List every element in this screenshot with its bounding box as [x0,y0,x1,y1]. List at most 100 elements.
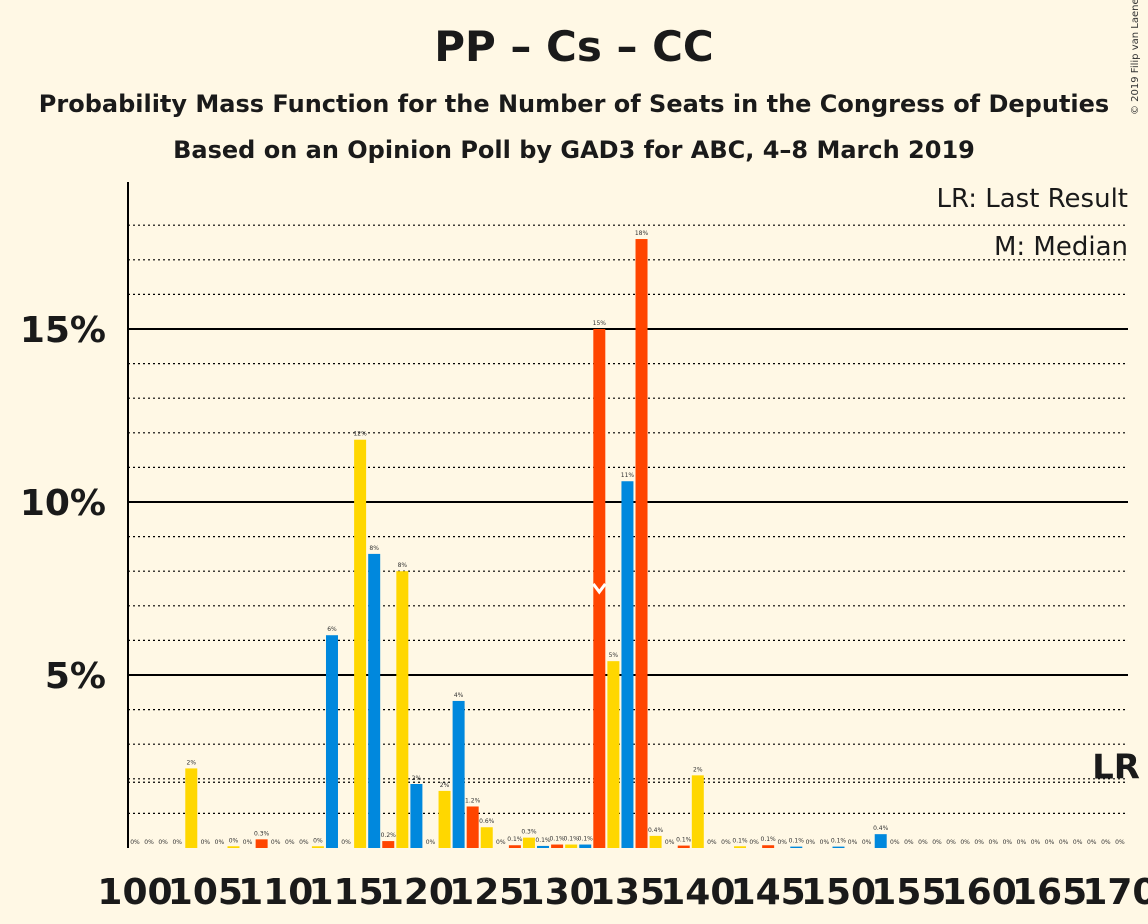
bar [874,834,887,848]
bar-value-label: 0% [201,839,211,846]
x-tick-label: 170 [1082,872,1148,913]
bar-value-label: 6% [327,626,337,633]
bar-value-label: 0% [130,839,140,846]
bar-value-label: 0.1% [831,838,847,845]
x-tick-label: 125 [449,872,524,913]
bar-value-label: 2% [412,775,422,782]
bar [762,845,775,848]
bar [410,783,423,848]
bar-value-label: 18% [635,230,649,237]
bar [522,837,535,848]
x-tick-label: 115 [308,872,383,913]
bar [311,846,324,848]
bar [508,845,521,848]
y-tick-label: 15% [20,310,106,351]
bar-value-label: 0% [271,839,281,846]
bar-value-label: 4% [454,692,464,699]
bar-value-label: 0% [426,839,436,846]
bar-value-label: 0% [707,839,717,846]
bar-value-label: 0.2% [381,832,397,839]
x-tick-label: 110 [238,872,313,913]
bar-value-label: 0.3% [254,830,270,837]
x-tick-label: 120 [379,872,454,913]
median-marker-icon [592,583,607,595]
bar-value-label: 0% [946,839,956,846]
bar [382,841,395,848]
bar-value-label: 0% [1087,839,1097,846]
bar-value-label: 2% [187,759,197,766]
bar-value-label: 0% [806,839,816,846]
bar-value-label: 0% [229,837,239,844]
bar [452,700,465,848]
bar-value-label: 2% [693,766,703,773]
bar-value-label: 0% [172,839,182,846]
bar-value-label: 0% [1101,839,1111,846]
bar [551,844,564,848]
bar [325,635,338,848]
bar-value-label: 0% [1017,839,1027,846]
bar-value-label: 0% [496,839,506,846]
x-tick-label: 150 [801,872,876,913]
bar [438,790,451,848]
x-tick-label: 135 [590,872,665,913]
last-result-label: LR [1092,747,1140,787]
bar-value-label: 8% [398,562,408,569]
bar-value-label: 0.6% [479,818,495,825]
bar-value-label: 0.4% [873,825,889,832]
x-tick-label: 165 [1012,872,1087,913]
bar [480,827,493,848]
bar [734,846,747,848]
bar [635,239,648,849]
bar [466,806,479,848]
y-tick-label: 5% [45,656,106,697]
bar-value-label: 0% [299,839,309,846]
bar-value-label: 0% [144,839,154,846]
bar-value-label: 0% [960,839,970,846]
bar-value-label: 0% [989,839,999,846]
bar-value-label: 0% [862,839,872,846]
bar-value-label: 0% [890,839,900,846]
bar-value-label: 0.1% [507,836,523,843]
bar [396,571,409,848]
bar-value-label: 0% [749,839,759,846]
bar-value-label: 0% [820,839,830,846]
bar [621,481,634,848]
x-tick-label: 130 [520,872,595,913]
bar-value-label: 0.3% [521,829,537,836]
bar-value-label: 0% [1045,839,1055,846]
x-tick-label: 105 [168,872,243,913]
bar-value-label: 0% [1059,839,1069,846]
chart-subtitle-poll: Based on an Opinion Poll by GAD3 for ABC… [173,136,975,164]
bar-value-label: 0.1% [732,837,748,844]
bar-value-label: 0.1% [549,836,565,843]
bar-value-label: 0.1% [789,838,805,845]
bar-value-label: 0% [285,839,295,846]
bar-value-label: 0% [1031,839,1041,846]
bar [255,839,268,848]
bar [579,844,592,848]
x-tick-label: 160 [942,872,1017,913]
legend-median: M: Median [993,232,1128,262]
bar-value-label: 0% [721,839,731,846]
bar [790,846,803,848]
bar-value-label: 0% [918,839,928,846]
bar [368,553,381,848]
bar-value-label: 2% [440,782,450,789]
x-tick-label: 145 [731,872,806,913]
bar-value-label: 0% [1003,839,1013,846]
bar-value-label: 0% [974,839,984,846]
bar [593,329,606,848]
bar [537,845,550,848]
bar-value-label: 0.1% [676,837,692,844]
bar-value-label: 0% [777,839,787,846]
bar-value-label: 0% [1073,839,1083,846]
bar-value-label: 0% [215,839,225,846]
bar [677,845,690,848]
bar-value-label: 0% [243,839,253,846]
bar-value-label: 0% [1115,839,1125,846]
bar-value-label: 0.1% [761,836,777,843]
bar-value-label: 5% [609,652,619,659]
x-tick-label: 140 [660,872,735,913]
bar-value-label: 0% [665,839,675,846]
chart-subtitle: Probability Mass Function for the Number… [38,90,1110,118]
